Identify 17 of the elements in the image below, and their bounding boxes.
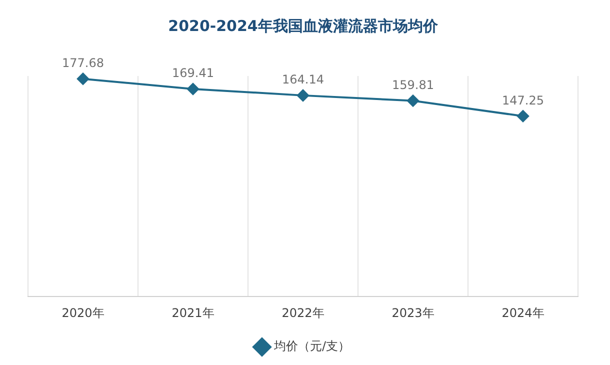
data-label: 164.14 xyxy=(282,72,324,87)
point xyxy=(77,72,89,85)
x-tick-label: 2024年 xyxy=(502,306,544,320)
data-label: 159.81 xyxy=(392,78,434,92)
point xyxy=(517,110,529,122)
x-tick-label: 2020年 xyxy=(62,306,104,320)
point xyxy=(187,82,199,95)
chart-title: 2020-2024年我国血液灌流器市场均价 xyxy=(168,16,439,35)
data-label: 169.41 xyxy=(172,66,214,80)
x-tick-label: 2023年 xyxy=(392,306,434,320)
point xyxy=(407,94,419,107)
point xyxy=(297,89,309,102)
legend-label: 均价（元/支） xyxy=(272,339,350,354)
data-label: 147.25 xyxy=(502,93,544,108)
x-tick-label: 2021年 xyxy=(172,306,214,320)
data-label: 177.68 xyxy=(62,56,104,70)
x-tick-label: 2022年 xyxy=(282,306,324,320)
